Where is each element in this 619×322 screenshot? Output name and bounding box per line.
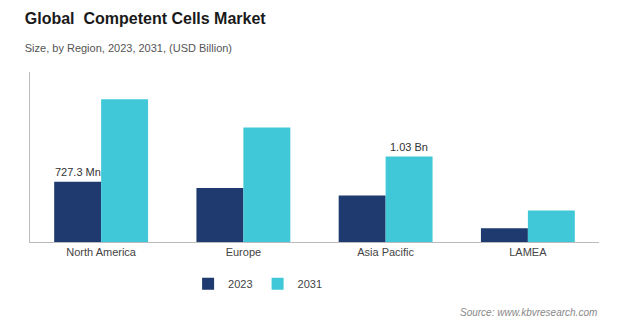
svg-text:Size, by Region, 2023, 2031, (: Size, by Region, 2023, 2031, (USD Billio…	[25, 42, 232, 54]
svg-text:LAMEA: LAMEA	[509, 246, 547, 258]
svg-text:727.3 Mn: 727.3 Mn	[55, 166, 101, 178]
svg-text:1.03 Bn: 1.03 Bn	[390, 141, 428, 153]
svg-text:North America: North America	[66, 246, 137, 258]
svg-text:Asia Pacific: Asia Pacific	[357, 246, 414, 258]
svg-text:2023: 2023	[228, 278, 252, 290]
svg-text:Source: www.kbvresearch.com: Source: www.kbvresearch.com	[460, 307, 597, 318]
svg-text:Global Competent Cells Market: Global Competent Cells Market	[25, 10, 267, 27]
svg-text:Europe: Europe	[226, 246, 261, 258]
svg-text:2031: 2031	[298, 278, 322, 290]
